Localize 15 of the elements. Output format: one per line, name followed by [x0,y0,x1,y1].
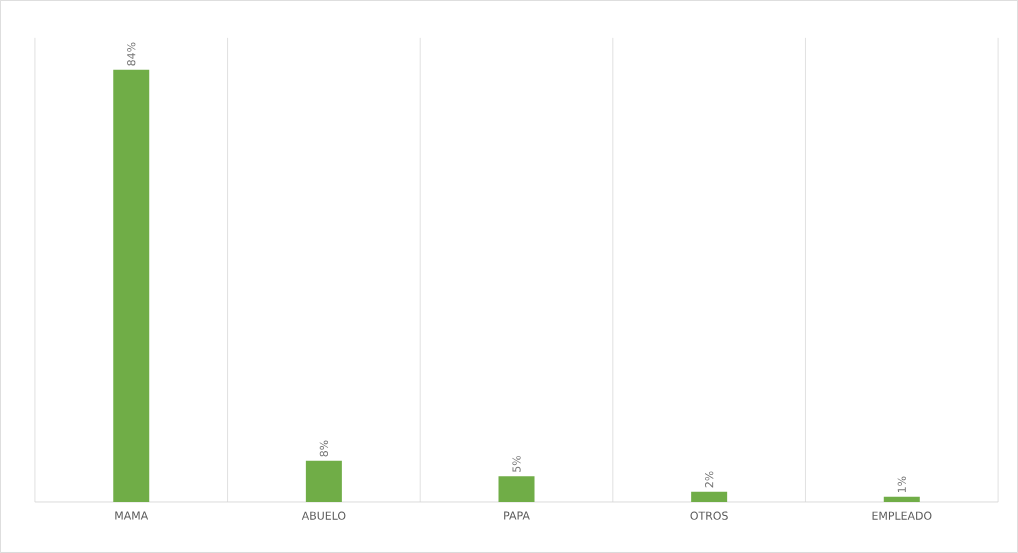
data-label: 84% [127,42,136,66]
data-label: 8% [319,440,329,457]
bar [113,69,150,503]
data-label: 5% [512,456,521,472]
bar [883,496,920,503]
data-label: 2% [705,471,714,488]
x-tick-label: PAPA [504,511,530,520]
x-tick-label: MAMA [115,511,149,520]
data-label: 1% [897,476,906,493]
bar [691,491,728,503]
x-tick-label: OTROS [690,511,728,520]
bar [498,476,535,503]
x-tick-label: ABUELO [301,511,346,520]
x-tick-label: EMPLEADO [872,511,932,520]
bar [305,460,342,503]
